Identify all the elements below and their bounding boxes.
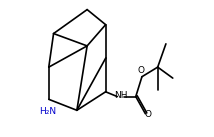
Text: O: O xyxy=(138,66,145,75)
Text: H₂N: H₂N xyxy=(40,107,57,116)
Text: NH: NH xyxy=(114,91,128,100)
Text: O: O xyxy=(144,110,151,119)
